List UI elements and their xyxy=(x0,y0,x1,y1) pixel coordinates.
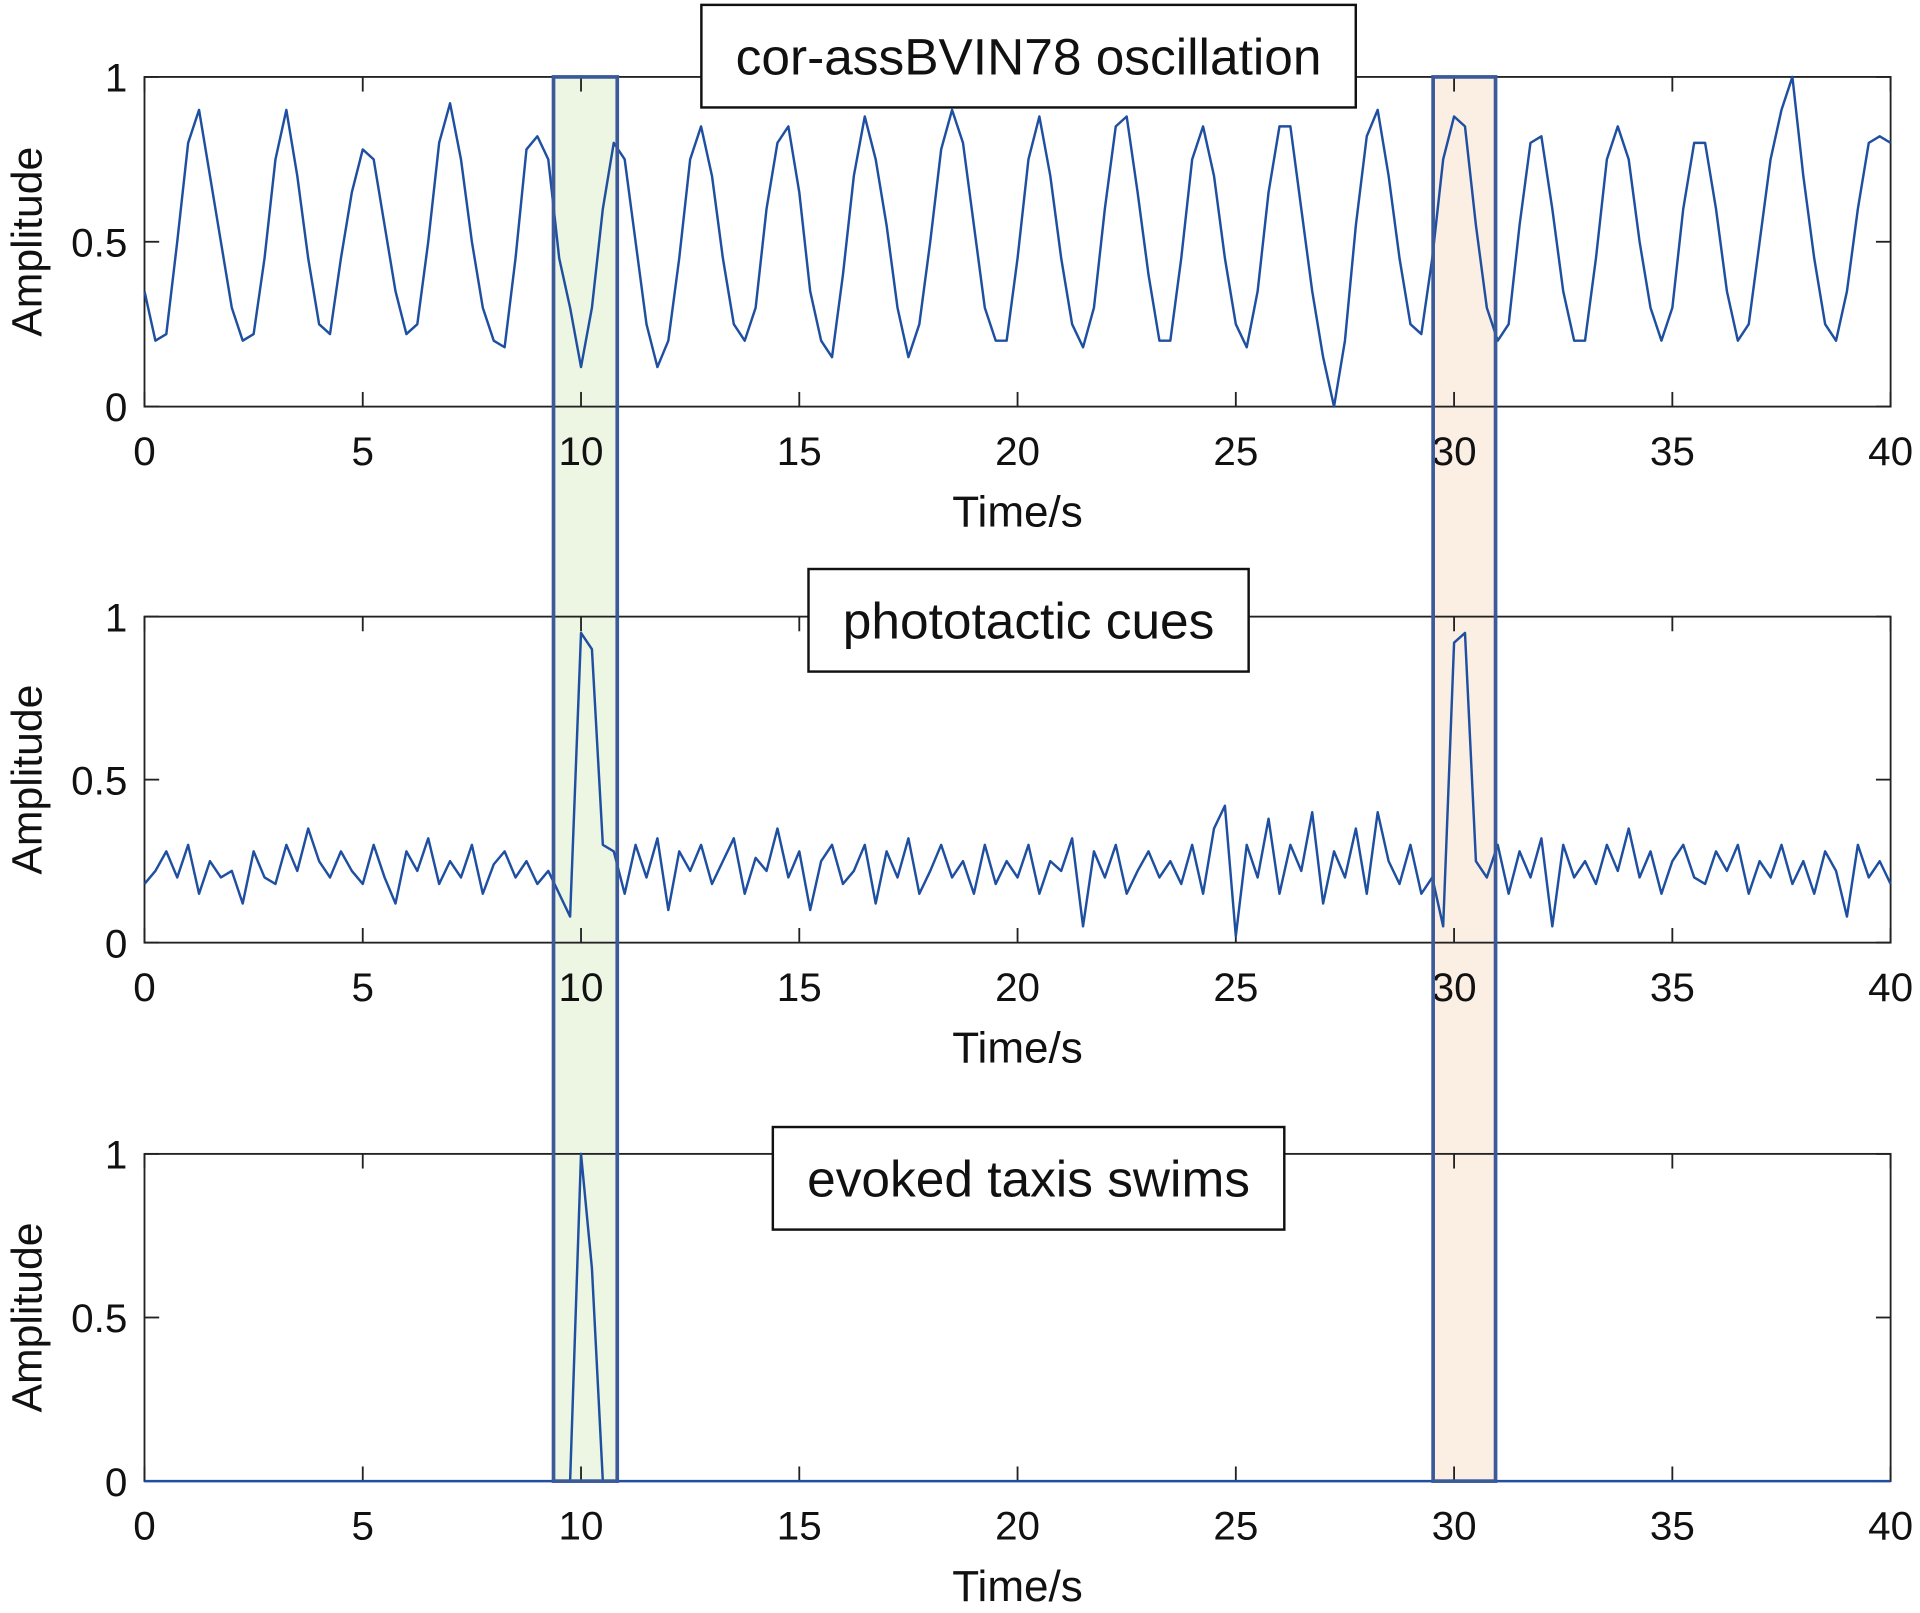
y-tick-label: 0 xyxy=(105,384,127,430)
x-tick-label: 5 xyxy=(352,428,374,474)
x-axis-label: Time/s xyxy=(952,487,1083,536)
highlight-layer xyxy=(553,76,1496,1482)
data-line xyxy=(144,1152,1891,1483)
x-tick-label: 5 xyxy=(352,1503,374,1549)
x-tick-label: 20 xyxy=(995,428,1040,474)
x-tick-label: 25 xyxy=(1213,1503,1258,1549)
highlight-frame-layer xyxy=(551,75,1498,1483)
chart-title: cor-assBVIN78 oscillation xyxy=(736,29,1322,86)
title-frame xyxy=(700,3,1357,109)
x-tick-label: 0 xyxy=(133,964,155,1010)
y-tick-label: 0.5 xyxy=(71,757,127,803)
y-tick-label: 1 xyxy=(105,594,127,640)
y-tick-label: 0 xyxy=(105,920,127,966)
x-tick-label: 40 xyxy=(1868,428,1913,474)
x-tick-label: 0 xyxy=(133,428,155,474)
title-box: phototactic cues xyxy=(807,567,1250,673)
title-frame xyxy=(807,567,1250,673)
highlight-frame xyxy=(551,75,620,1483)
y-axis-label: Amplitude xyxy=(4,147,52,337)
x-tick-label: 40 xyxy=(1868,964,1913,1010)
x-tick-label: 25 xyxy=(1213,428,1258,474)
highlight-band xyxy=(1433,76,1496,1482)
highlight-band xyxy=(553,76,618,1482)
x-tick-label: 5 xyxy=(352,964,374,1010)
x-tick-label: 15 xyxy=(777,964,822,1010)
x-tick-label: 20 xyxy=(995,1503,1040,1549)
x-tick-label: 35 xyxy=(1650,964,1695,1010)
x-tick-label: 25 xyxy=(1213,964,1258,1010)
y-tick-label: 0.5 xyxy=(71,1295,127,1341)
x-tick-label: 10 xyxy=(559,964,604,1010)
y-tick-label: 0 xyxy=(105,1459,127,1505)
y-tick-label: 1 xyxy=(105,1132,127,1178)
title-box: cor-assBVIN78 oscillation xyxy=(700,3,1357,109)
y-axis-label: Amplitude xyxy=(4,1223,52,1413)
y-tick-label: 1 xyxy=(105,55,127,101)
x-tick-label: 30 xyxy=(1432,1503,1477,1549)
x-tick-label: 15 xyxy=(777,428,822,474)
title-box: evoked taxis swims xyxy=(771,1125,1286,1231)
x-tick-label: 30 xyxy=(1432,428,1477,474)
x-tick-label: 20 xyxy=(995,964,1040,1010)
highlight-frame xyxy=(1431,75,1498,1483)
line-layer xyxy=(143,75,1892,1483)
x-tick-label: 40 xyxy=(1868,1503,1913,1549)
x-tick-label: 0 xyxy=(133,1503,155,1549)
x-tick-label: 15 xyxy=(777,1503,822,1549)
chart-title: phototactic cues xyxy=(843,593,1215,650)
plot-frame xyxy=(143,76,1892,408)
x-tick-label: 35 xyxy=(1650,428,1695,474)
x-tick-label: 10 xyxy=(559,428,604,474)
x-axis-label: Time/s xyxy=(952,1562,1083,1611)
y-axis-label: Amplitude xyxy=(4,685,52,875)
title-frame xyxy=(771,1125,1286,1231)
x-axis-label: Time/s xyxy=(952,1023,1083,1072)
x-tick-label: 30 xyxy=(1432,964,1477,1010)
title-layer: cor-assBVIN78 oscillation phototactic cue… xyxy=(700,3,1357,1231)
y-tick-label: 0.5 xyxy=(71,219,127,265)
chart-title: evoked taxis swims xyxy=(807,1151,1250,1208)
data-line xyxy=(143,631,1892,938)
x-tick-label: 35 xyxy=(1650,1503,1695,1549)
x-tick-label: 10 xyxy=(559,1503,604,1549)
data-line xyxy=(143,75,1892,408)
